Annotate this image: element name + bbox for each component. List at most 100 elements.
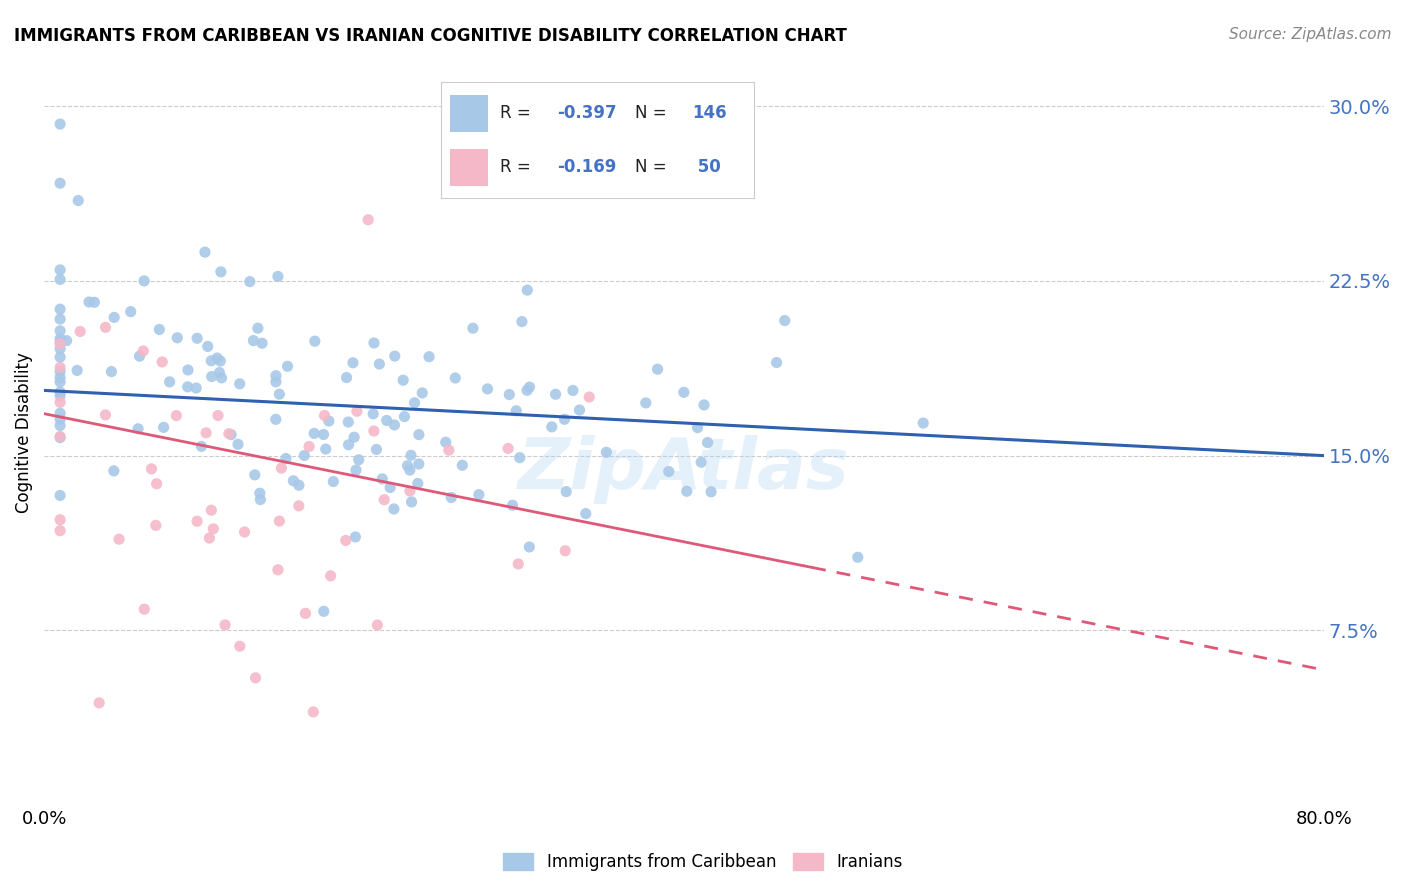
Y-axis label: Cognitive Disability: Cognitive Disability	[15, 352, 32, 513]
Point	[269, 514, 291, 528]
Point	[502, 498, 524, 512]
Point	[166, 331, 188, 345]
Point	[366, 618, 388, 632]
Point	[690, 455, 713, 469]
Point	[561, 384, 583, 398]
Point	[700, 484, 723, 499]
Point	[394, 409, 416, 424]
Point	[508, 557, 530, 571]
Point	[49, 412, 72, 426]
Point	[49, 384, 72, 399]
Point	[49, 117, 72, 131]
Point	[108, 532, 131, 546]
Point	[150, 355, 173, 369]
Point	[401, 495, 423, 509]
Point	[226, 437, 249, 451]
Point	[200, 353, 222, 368]
Point	[186, 514, 208, 528]
Point	[267, 269, 290, 284]
Point	[765, 355, 787, 369]
Point	[378, 481, 401, 495]
Point	[49, 395, 72, 409]
Point	[468, 488, 491, 502]
Point	[519, 380, 541, 394]
Point	[337, 415, 360, 429]
Point	[396, 458, 419, 473]
Point	[94, 408, 117, 422]
Point	[49, 364, 72, 378]
Point	[49, 429, 72, 443]
Point	[517, 540, 540, 554]
Point	[89, 696, 111, 710]
Point	[49, 263, 72, 277]
Point	[335, 370, 357, 384]
Point	[408, 457, 430, 471]
Point	[343, 430, 366, 444]
Point	[67, 194, 90, 208]
Point	[49, 431, 72, 445]
Point	[498, 387, 520, 401]
Point	[208, 366, 231, 380]
Point	[302, 426, 325, 441]
Point	[399, 463, 422, 477]
Point	[49, 176, 72, 190]
Point	[195, 425, 218, 440]
Point	[544, 387, 567, 401]
Point	[658, 465, 681, 479]
Point	[49, 513, 72, 527]
Point	[444, 371, 467, 385]
Point	[294, 607, 316, 621]
Point	[675, 484, 697, 499]
Point	[440, 491, 463, 505]
Point	[312, 427, 335, 442]
Point	[510, 315, 533, 329]
Point	[568, 403, 591, 417]
Point	[141, 462, 163, 476]
Point	[347, 452, 370, 467]
Point	[361, 407, 384, 421]
Point	[283, 474, 305, 488]
Point	[555, 484, 578, 499]
Point	[77, 295, 100, 310]
Point	[197, 339, 219, 353]
Point	[202, 522, 225, 536]
Legend: Immigrants from Caribbean, Iranians: Immigrants from Caribbean, Iranians	[495, 845, 911, 880]
Point	[269, 387, 291, 401]
Point	[49, 406, 72, 420]
Point	[505, 404, 527, 418]
Point	[318, 414, 340, 428]
Point	[437, 443, 460, 458]
Point	[288, 499, 311, 513]
Point	[298, 440, 321, 454]
Point	[186, 331, 208, 345]
Point	[357, 212, 380, 227]
Point	[363, 424, 385, 438]
Point	[274, 451, 297, 466]
Point	[49, 332, 72, 346]
Point	[540, 420, 562, 434]
Point	[292, 449, 315, 463]
Point	[516, 283, 538, 297]
Point	[49, 336, 72, 351]
Point	[322, 475, 344, 489]
Point	[127, 422, 149, 436]
Text: ZipAtlas: ZipAtlas	[519, 435, 851, 504]
Point	[554, 543, 576, 558]
Point	[120, 304, 142, 318]
Point	[312, 604, 335, 618]
Point	[148, 322, 170, 336]
Point	[315, 442, 337, 456]
Point	[575, 507, 598, 521]
Point	[243, 467, 266, 482]
Point	[302, 705, 325, 719]
Point	[177, 363, 200, 377]
Point	[128, 349, 150, 363]
Point	[49, 370, 72, 384]
Point	[134, 602, 156, 616]
Point	[337, 438, 360, 452]
Point	[375, 413, 398, 427]
Point	[152, 420, 174, 434]
Point	[83, 295, 105, 310]
Point	[461, 321, 484, 335]
Point	[270, 461, 292, 475]
